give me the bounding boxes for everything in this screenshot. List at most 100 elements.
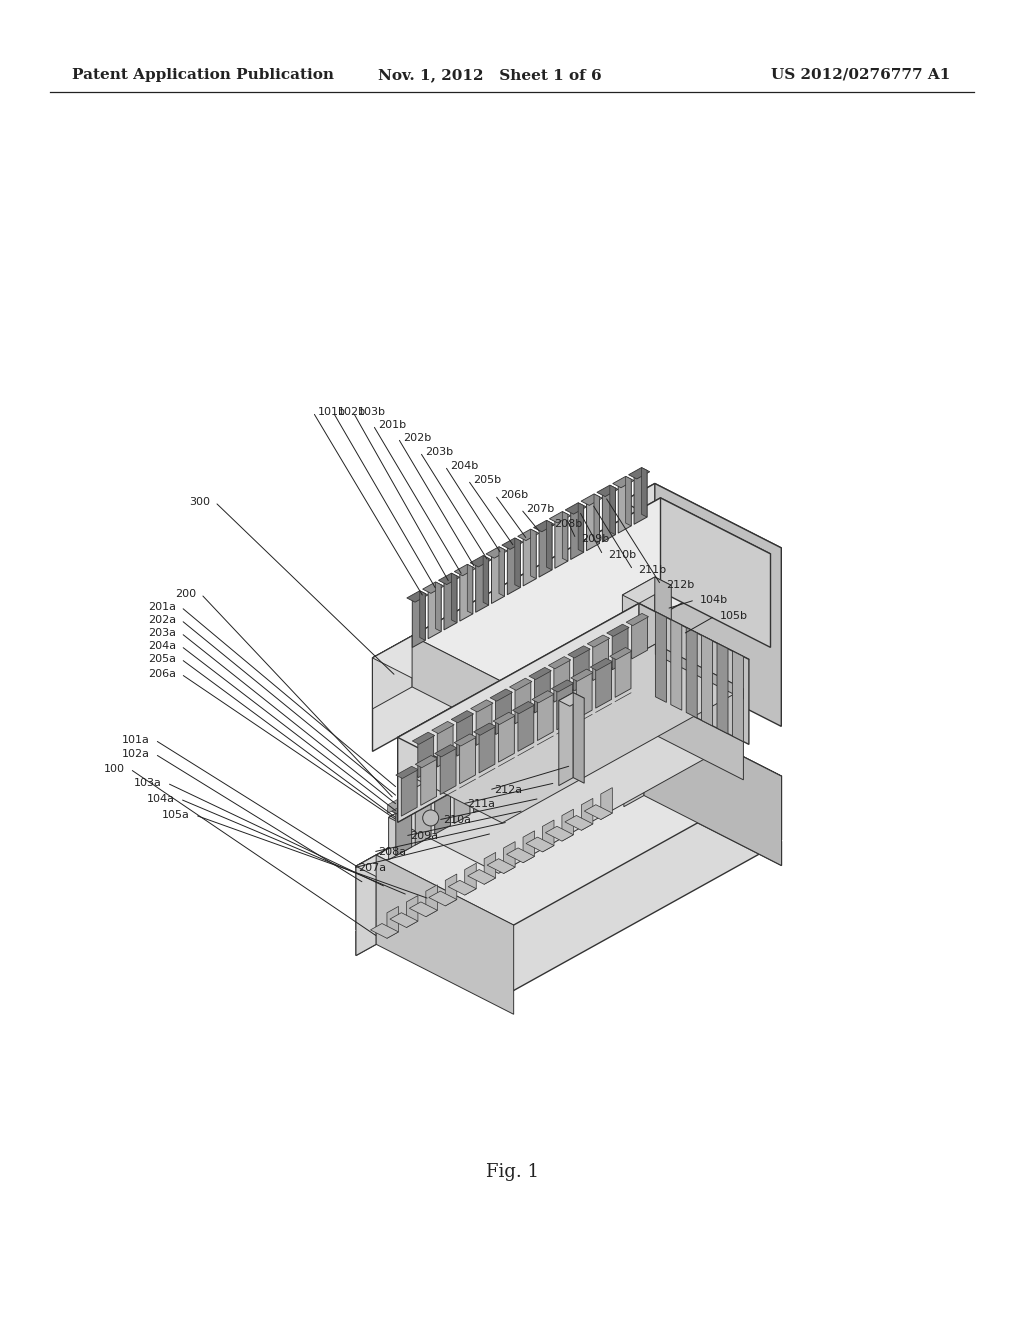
Polygon shape [356,772,781,1002]
Polygon shape [612,627,628,669]
Polygon shape [562,809,573,841]
Polygon shape [476,702,492,746]
Polygon shape [596,661,611,708]
Polygon shape [602,488,615,543]
Polygon shape [582,688,598,705]
Polygon shape [507,847,535,863]
Polygon shape [618,479,631,533]
Polygon shape [654,483,781,726]
Text: 102b: 102b [338,407,367,417]
Polygon shape [624,706,781,788]
Text: Fig. 1: Fig. 1 [485,1163,539,1181]
Text: 105b: 105b [720,611,748,620]
Text: 210a: 210a [443,814,471,825]
Text: 203a: 203a [148,628,176,638]
Polygon shape [655,611,667,702]
Polygon shape [526,837,554,851]
Text: 203b: 203b [425,447,454,457]
Polygon shape [454,772,470,824]
Polygon shape [523,721,540,738]
Polygon shape [601,788,612,820]
Polygon shape [654,577,672,671]
Polygon shape [465,863,476,895]
Polygon shape [538,693,553,741]
Polygon shape [671,619,682,710]
Polygon shape [579,503,584,552]
Text: 209b: 209b [581,535,609,544]
Polygon shape [577,672,592,719]
Polygon shape [407,591,428,602]
Polygon shape [512,739,528,791]
Text: 300: 300 [189,498,210,507]
Polygon shape [523,532,537,586]
Polygon shape [428,585,441,639]
Polygon shape [518,705,534,751]
Text: 210b: 210b [608,550,636,560]
Polygon shape [418,735,433,777]
Polygon shape [504,842,515,874]
Polygon shape [547,520,552,570]
Text: 206b: 206b [500,490,528,500]
Polygon shape [435,582,441,631]
Polygon shape [499,546,505,597]
Polygon shape [565,503,587,515]
Polygon shape [455,565,475,576]
Polygon shape [445,764,462,781]
Polygon shape [559,693,573,785]
Text: 201b: 201b [378,420,407,430]
Polygon shape [486,546,507,558]
Polygon shape [590,697,606,748]
Polygon shape [594,494,599,544]
Text: 103a: 103a [134,777,162,788]
Polygon shape [518,529,539,541]
Polygon shape [484,746,511,760]
Polygon shape [437,725,453,767]
Polygon shape [570,506,584,560]
Polygon shape [554,660,569,702]
Polygon shape [434,744,457,756]
Polygon shape [562,704,588,717]
Polygon shape [492,549,505,603]
Polygon shape [371,924,398,939]
Polygon shape [523,725,549,739]
Polygon shape [632,616,647,659]
Polygon shape [549,656,570,669]
Polygon shape [624,706,644,807]
Polygon shape [413,733,435,744]
Polygon shape [416,793,431,845]
Polygon shape [535,671,550,713]
Polygon shape [626,614,648,626]
Polygon shape [434,783,451,834]
Text: 205b: 205b [473,475,501,484]
Polygon shape [420,591,425,640]
Polygon shape [356,855,514,936]
Polygon shape [460,737,475,784]
Polygon shape [531,729,548,780]
Polygon shape [426,775,442,792]
Text: 100: 100 [104,764,125,774]
Polygon shape [555,515,568,569]
Polygon shape [587,635,609,647]
Polygon shape [376,855,514,1014]
Polygon shape [412,636,522,743]
Polygon shape [373,498,770,714]
Text: 104b: 104b [700,595,728,605]
Polygon shape [467,565,473,614]
Polygon shape [452,710,474,723]
Polygon shape [445,874,457,906]
Polygon shape [470,556,492,568]
Text: 202a: 202a [147,615,176,624]
Polygon shape [565,816,593,830]
Polygon shape [612,477,634,488]
Polygon shape [623,577,672,603]
Polygon shape [396,805,412,855]
Polygon shape [717,643,728,734]
Polygon shape [507,541,520,595]
Polygon shape [549,512,570,523]
Polygon shape [401,770,417,816]
Polygon shape [484,853,496,884]
Polygon shape [515,681,530,723]
Text: 101a: 101a [122,735,150,744]
Polygon shape [410,902,437,916]
Polygon shape [429,891,457,906]
